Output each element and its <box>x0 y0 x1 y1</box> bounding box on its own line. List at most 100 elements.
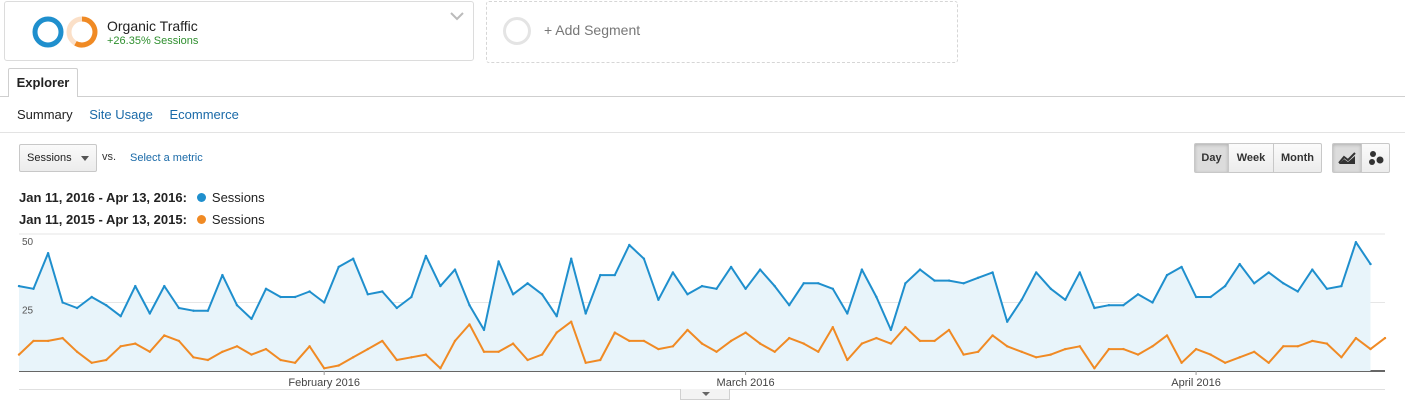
previous-point-2[interactable] <box>46 339 50 343</box>
current-point-78[interactable] <box>1151 301 1154 304</box>
current-point-48[interactable] <box>715 287 718 290</box>
segment-card[interactable]: Organic Traffic +26.35% Sessions <box>4 1 474 61</box>
previous-point-46[interactable] <box>686 328 689 332</box>
previous-point-61[interactable] <box>904 326 907 329</box>
current-point-2[interactable] <box>46 252 50 255</box>
previous-point-90[interactable] <box>1325 342 1329 345</box>
line-chart-button[interactable] <box>1332 143 1362 173</box>
subnav-site-usage[interactable]: Site Usage <box>89 107 153 122</box>
previous-point-63[interactable] <box>933 339 936 343</box>
previous-point-83[interactable] <box>1223 361 1227 364</box>
previous-point-22[interactable] <box>337 364 340 367</box>
current-point-76[interactable] <box>1122 304 1125 307</box>
previous-point-75[interactable] <box>1107 347 1111 351</box>
previous-point-93[interactable] <box>1369 347 1372 351</box>
metric-select[interactable]: Sessions <box>19 144 97 172</box>
current-point-81[interactable] <box>1194 295 1198 299</box>
current-point-18[interactable] <box>279 295 282 299</box>
previous-point-24[interactable] <box>366 347 369 351</box>
previous-point-6[interactable] <box>105 358 108 362</box>
current-point-41[interactable] <box>613 273 616 277</box>
previous-point-21[interactable] <box>323 367 326 370</box>
current-point-23[interactable] <box>352 257 355 260</box>
current-point-79[interactable] <box>1165 273 1169 277</box>
previous-point-9[interactable] <box>148 350 151 353</box>
current-point-13[interactable] <box>206 309 210 312</box>
previous-point-68[interactable] <box>1006 345 1009 348</box>
previous-point-23[interactable] <box>352 356 355 359</box>
previous-point-10[interactable] <box>163 334 166 337</box>
previous-point-35[interactable] <box>526 358 529 362</box>
previous-point-20[interactable] <box>308 345 311 348</box>
previous-point-31[interactable] <box>468 323 471 326</box>
current-point-93[interactable] <box>1369 262 1372 266</box>
current-point-84[interactable] <box>1238 262 1241 266</box>
month-button[interactable]: Month <box>1274 143 1322 173</box>
current-point-66[interactable] <box>976 276 980 279</box>
previous-point-87[interactable] <box>1282 345 1285 348</box>
current-point-43[interactable] <box>642 257 646 260</box>
current-point-35[interactable] <box>526 282 529 285</box>
current-point-34[interactable] <box>511 293 515 296</box>
current-point-53[interactable] <box>788 304 791 307</box>
current-point-74[interactable] <box>1093 306 1096 310</box>
previous-point-54[interactable] <box>802 342 805 345</box>
previous-point-55[interactable] <box>817 350 820 353</box>
current-point-5[interactable] <box>90 295 93 299</box>
current-point-85[interactable] <box>1253 282 1256 285</box>
current-point-25[interactable] <box>381 290 384 293</box>
current-point-24[interactable] <box>366 293 369 296</box>
previous-point-29[interactable] <box>439 367 442 370</box>
current-point-59[interactable] <box>875 295 878 299</box>
current-point-9[interactable] <box>148 312 151 315</box>
previous-point-69[interactable] <box>1020 350 1023 353</box>
previous-point-27[interactable] <box>410 356 413 359</box>
current-point-91[interactable] <box>1340 284 1343 288</box>
current-point-72[interactable] <box>1064 298 1067 301</box>
current-point-83[interactable] <box>1223 284 1227 288</box>
current-point-71[interactable] <box>1049 287 1053 290</box>
current-point-8[interactable] <box>134 284 137 288</box>
previous-point-52[interactable] <box>773 350 776 353</box>
previous-point-34[interactable] <box>511 342 515 345</box>
previous-point-64[interactable] <box>947 328 951 332</box>
previous-point-94[interactable] <box>1383 336 1387 340</box>
current-point-11[interactable] <box>177 306 181 310</box>
previous-point-67[interactable] <box>991 334 994 337</box>
previous-point-66[interactable] <box>976 350 980 353</box>
previous-point-14[interactable] <box>221 350 224 353</box>
select-metric-link[interactable]: Select a metric <box>130 152 203 164</box>
current-point-46[interactable] <box>686 293 689 296</box>
previous-point-1[interactable] <box>32 339 35 343</box>
motion-chart-button[interactable] <box>1362 143 1390 173</box>
current-point-54[interactable] <box>802 282 805 285</box>
current-point-20[interactable] <box>308 290 311 293</box>
current-point-62[interactable] <box>918 268 922 271</box>
current-point-50[interactable] <box>744 287 747 290</box>
previous-point-65[interactable] <box>962 353 965 356</box>
current-point-69[interactable] <box>1020 298 1023 301</box>
previous-point-17[interactable] <box>264 347 268 351</box>
current-point-38[interactable] <box>570 257 573 260</box>
current-point-70[interactable] <box>1035 271 1038 274</box>
previous-point-37[interactable] <box>555 331 558 334</box>
previous-point-76[interactable] <box>1122 347 1125 351</box>
current-point-92[interactable] <box>1354 241 1358 244</box>
previous-point-42[interactable] <box>628 339 631 343</box>
previous-point-45[interactable] <box>671 345 675 348</box>
previous-point-56[interactable] <box>831 326 834 329</box>
previous-point-33[interactable] <box>497 350 500 353</box>
previous-point-92[interactable] <box>1354 336 1358 340</box>
current-point-90[interactable] <box>1325 287 1329 290</box>
current-point-30[interactable] <box>453 268 457 271</box>
week-button[interactable]: Week <box>1229 143 1274 173</box>
previous-point-50[interactable] <box>744 331 747 334</box>
day-button[interactable]: Day <box>1194 143 1229 173</box>
previous-point-58[interactable] <box>860 342 864 345</box>
previous-point-60[interactable] <box>889 342 893 345</box>
previous-point-36[interactable] <box>540 353 544 356</box>
current-point-1[interactable] <box>32 287 35 290</box>
current-point-55[interactable] <box>817 282 820 285</box>
current-point-51[interactable] <box>758 268 762 271</box>
current-point-16[interactable] <box>250 317 253 321</box>
